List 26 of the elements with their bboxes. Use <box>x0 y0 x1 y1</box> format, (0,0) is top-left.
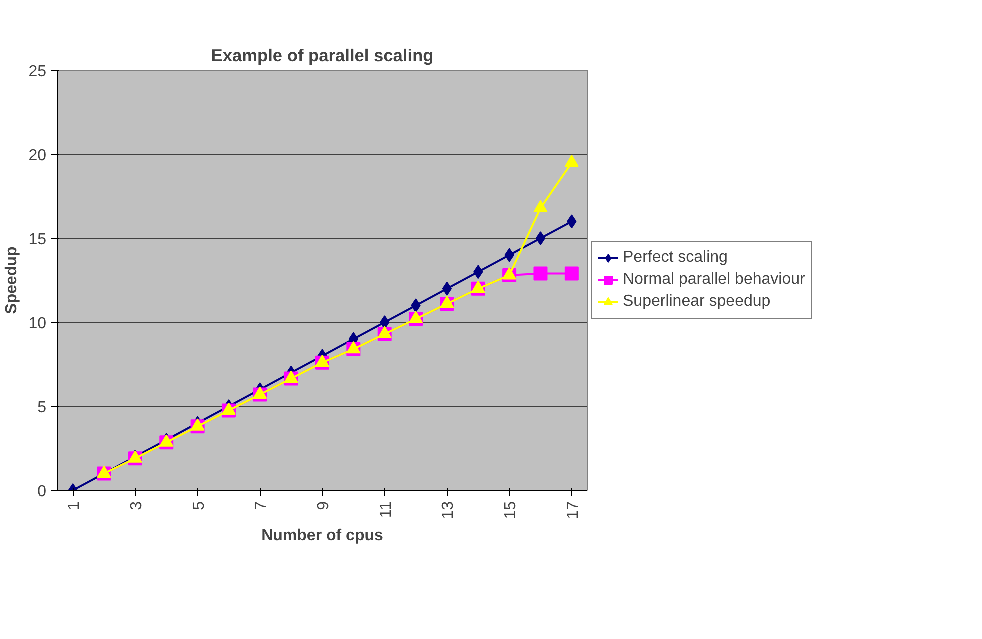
x-tick-label: 7 <box>253 501 270 510</box>
x-tick-label: 11 <box>378 501 395 518</box>
x-tick-label: 5 <box>190 501 208 510</box>
y-tick-label: 10 <box>28 316 47 332</box>
x-tick-label: 9 <box>316 501 332 510</box>
legend-label: Superlinear speedup <box>623 293 771 311</box>
point <box>442 282 452 296</box>
y-tick-label: 20 <box>28 148 47 164</box>
legend-label: Normal parallel behaviour <box>623 271 806 289</box>
legend-label: Perfect scaling <box>623 249 728 267</box>
point <box>380 316 390 330</box>
x-tick-label: 1 <box>66 501 84 510</box>
point <box>564 266 579 281</box>
y-axis-title: Speedup <box>4 246 21 314</box>
x-tick-label: 17 <box>564 501 582 520</box>
y-tick-label: 25 <box>28 64 47 80</box>
x-tick-label: 3 <box>128 501 146 510</box>
y-tick-label: 0 <box>38 484 47 500</box>
x-axis-title: Number of cpus <box>262 527 384 544</box>
y-tick-label: 5 <box>38 400 47 416</box>
point <box>536 232 546 246</box>
x-tick-label: 13 <box>440 501 458 520</box>
point <box>534 266 548 281</box>
chart-title: Example of parallel scaling <box>211 46 434 66</box>
y-tick-label: 15 <box>28 232 47 248</box>
x-tick-label: 15 <box>502 501 520 520</box>
